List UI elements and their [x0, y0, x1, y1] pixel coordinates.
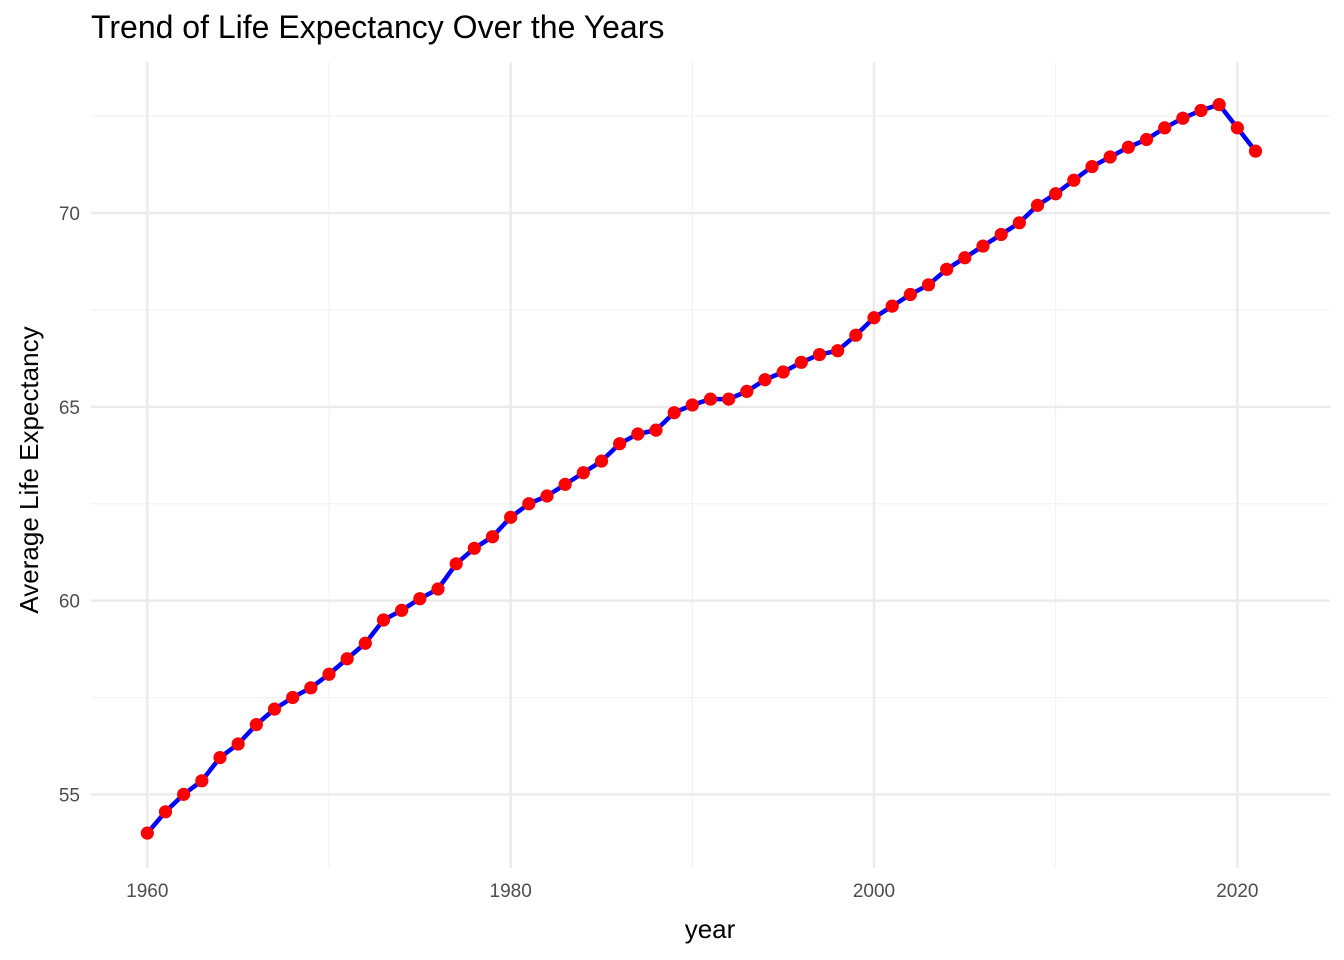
data-point — [740, 384, 754, 398]
data-point — [1176, 111, 1190, 125]
data-point — [504, 510, 518, 524]
y-axis-title: Average Life Expectancy — [14, 326, 44, 613]
data-point — [867, 311, 881, 325]
data-point — [613, 437, 627, 451]
data-point — [431, 582, 445, 596]
data-point — [249, 718, 263, 732]
data-point — [776, 365, 790, 379]
data-point — [1194, 103, 1208, 118]
x-axis-title: year — [685, 914, 736, 944]
data-point — [177, 787, 191, 801]
data-point — [1067, 173, 1081, 187]
data-point — [976, 239, 990, 253]
data-point — [540, 489, 554, 503]
data-point — [1012, 216, 1026, 230]
data-point — [213, 750, 227, 765]
data-point — [885, 299, 899, 313]
y-tick-label: 65 — [59, 398, 80, 419]
data-point — [195, 774, 209, 788]
data-point — [395, 603, 409, 617]
x-tick-label: 1960 — [126, 881, 168, 902]
data-point — [576, 466, 590, 480]
data-point — [1103, 150, 1117, 164]
y-tick-label: 70 — [59, 204, 80, 225]
data-point — [667, 406, 681, 420]
data-point — [304, 681, 318, 695]
data-point — [685, 398, 699, 412]
data-point — [449, 557, 463, 571]
data-point — [413, 592, 427, 606]
data-point — [140, 826, 154, 840]
data-point — [921, 278, 936, 292]
data-point — [722, 392, 736, 406]
data-point — [1049, 187, 1063, 201]
data-point — [1248, 144, 1263, 158]
data-point — [286, 690, 300, 705]
data-point — [703, 392, 718, 406]
data-point — [1121, 140, 1135, 154]
data-point — [376, 613, 391, 627]
data-point — [1212, 98, 1226, 112]
data-point — [594, 454, 609, 468]
data-point — [794, 355, 808, 369]
data-point — [812, 347, 827, 362]
data-points — [140, 98, 1263, 840]
data-point — [231, 737, 245, 751]
data-point — [994, 227, 1008, 242]
data-point — [358, 636, 372, 650]
x-tick-label: 2020 — [1216, 881, 1258, 902]
data-point — [1158, 121, 1172, 135]
data-point — [558, 477, 572, 491]
data-point — [485, 530, 500, 544]
data-point — [940, 262, 954, 276]
data-point — [758, 373, 772, 387]
data-point — [903, 287, 917, 302]
data-point — [649, 423, 663, 437]
data-point — [467, 541, 481, 555]
data-point — [958, 251, 972, 265]
tick-labels: 1960 1980 2000 2020 55 60 65 70 — [59, 204, 1259, 902]
data-point — [340, 652, 354, 666]
grid-lines — [91, 62, 1330, 868]
chart-title: Trend of Life Expectancy Over the Years — [91, 9, 665, 45]
data-point — [267, 702, 282, 716]
x-tick-label: 2000 — [853, 881, 895, 902]
data-point — [1085, 160, 1099, 174]
data-point — [1139, 132, 1154, 147]
data-point — [831, 344, 845, 358]
data-point — [1230, 121, 1244, 135]
x-tick-label: 1980 — [490, 881, 532, 902]
y-tick-label: 60 — [59, 592, 80, 613]
data-point — [631, 427, 645, 441]
data-point — [849, 328, 863, 342]
data-point — [1030, 198, 1045, 212]
data-point — [322, 667, 336, 681]
y-tick-label: 55 — [59, 785, 80, 806]
data-point — [522, 497, 536, 511]
data-point — [158, 805, 173, 819]
